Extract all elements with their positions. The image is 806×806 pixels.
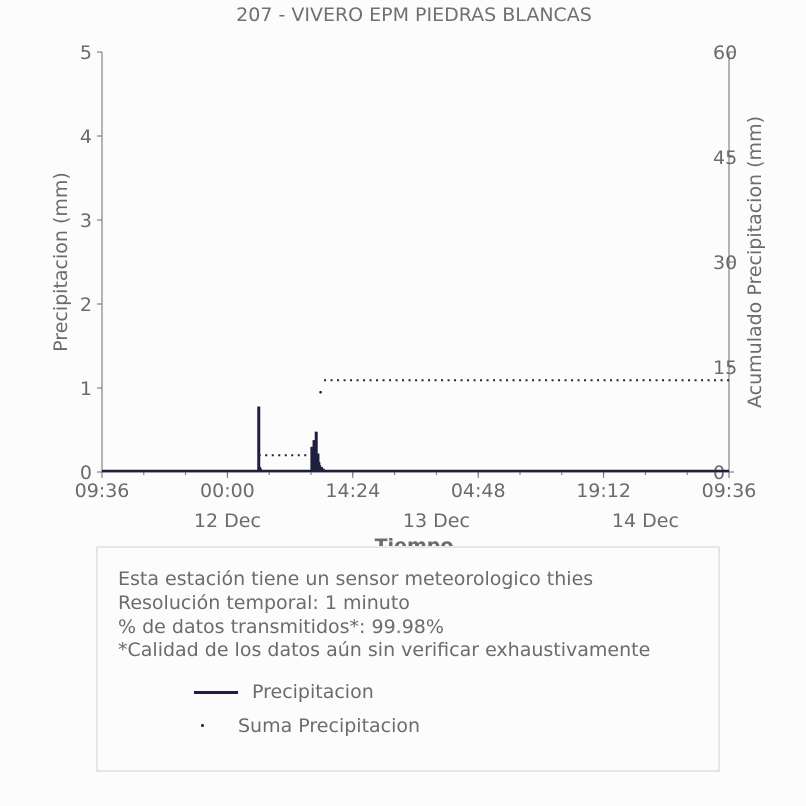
legend-line-swatch [194,691,238,694]
x-tick-label: 09:36 [702,480,757,502]
x-tick-label: 14:24 [325,480,380,502]
x-date-label: 14 Dec [612,510,679,532]
chart-title: 207 - VIVERO EPM PIEDRAS BLANCAS [236,4,592,26]
cumulative-point [319,390,322,394]
y-right-tick-label: 15 [713,357,737,379]
y-right-tick-label: 60 [713,42,737,64]
x-tick-label: 00:00 [200,480,255,502]
cumulative-point [314,439,318,442]
info-transmitted: % de datos transmitidos*: 99.98% [118,616,444,638]
info-legend-box: Esta estación tiene un sensor meteorolog… [96,546,720,772]
y-tick-label: 1 [80,378,92,400]
y-tick-label: 2 [80,294,92,316]
legend-dot-swatch [201,724,204,727]
x-tick-label: 09:36 [75,480,130,502]
y-tick-label: 3 [80,210,92,232]
x-tick-label: 04:48 [451,480,506,502]
info-sensor: Esta estación tiene un sensor meteorolog… [118,568,594,590]
x-axis-title: Tiempo [375,535,454,546]
chart: 207 - VIVERO EPM PIEDRAS BLANCAS 0123450… [50,4,766,546]
legend-item-precipitacion: Precipitacion [252,681,374,703]
info-resolution: Resolución temporal: 1 minuto [118,592,410,614]
legend-item-suma: Suma Precipitacion [238,715,421,737]
y-axis-title: Precipitacion (mm) [50,172,72,352]
x-tick-label: 19:12 [576,480,631,502]
y-right-axis-title: Acumulado Precipitacion (mm) [744,116,766,408]
y-tick-label: 5 [80,42,92,64]
y-tick-label: 4 [80,126,92,148]
y-right-tick-label: 30 [713,252,737,274]
y-right-tick-label: 45 [713,147,737,169]
info-quality-note: *Calidad de los datos aún sin verificar … [118,639,651,661]
x-date-label: 13 Dec [403,510,470,532]
x-date-label: 12 Dec [194,510,261,532]
y-tick-label: 0 [80,462,92,484]
y-right-tick-label: 0 [713,462,725,484]
